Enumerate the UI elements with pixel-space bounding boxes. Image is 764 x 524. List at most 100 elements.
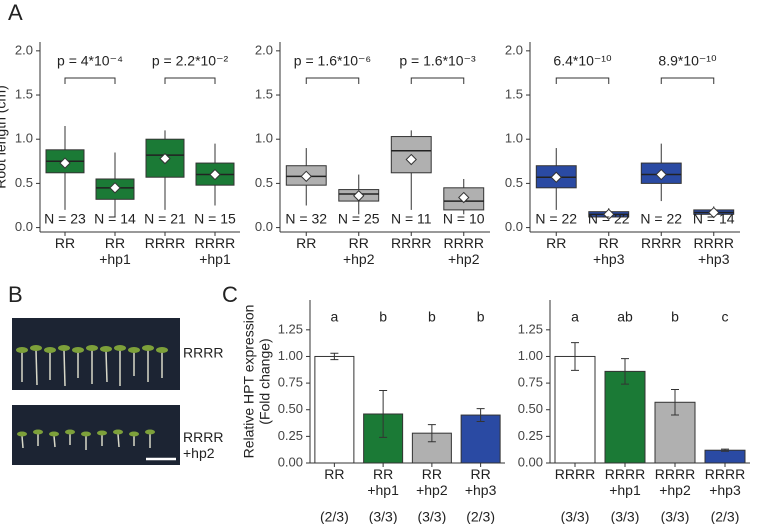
n-label: N = 15 [194, 211, 236, 227]
bar [460, 414, 501, 464]
error-bar [571, 342, 579, 371]
replicate-label: (3/3) [611, 509, 640, 524]
x-tick-label: RRRR [641, 235, 681, 251]
replicate-label: (2/3) [320, 509, 349, 524]
replicate-label: (2/3) [711, 509, 740, 524]
n-label: N = 10 [443, 211, 485, 227]
y-tick-label: 1.0 [505, 131, 523, 146]
bar [554, 355, 596, 464]
mean-marker [550, 171, 562, 183]
mean-marker [59, 157, 71, 169]
x-tick-label: RR [55, 235, 75, 251]
mean-marker [300, 170, 312, 183]
comparison-bracket [660, 77, 715, 84]
y-tick-label: 2.0 [15, 42, 33, 57]
y-tick-label: 0.75 [278, 375, 303, 390]
y-tick-label: 0.25 [518, 428, 543, 443]
y-tick-label: 1.25 [518, 321, 543, 336]
replicate-label: (3/3) [661, 509, 690, 524]
significance-letter: a [330, 309, 338, 325]
y-tick-label: 1.5 [255, 86, 273, 101]
panel-label: A [8, 0, 23, 25]
x-tick-label: RRRR +hp2 [444, 235, 484, 267]
comparison-label: p = 1.6*10⁻³ [399, 53, 476, 69]
y-tick-label: 0.50 [278, 401, 303, 416]
y-tick-label: 1.5 [15, 86, 33, 101]
photo-label: RRRR +hp2 [183, 429, 223, 461]
comparison-bracket [164, 77, 216, 84]
mean-marker [655, 168, 667, 181]
n-label: N = 25 [338, 211, 380, 227]
panel-label: B [8, 282, 23, 307]
x-tick-label: RRRR [145, 235, 185, 251]
error-bar [379, 390, 388, 438]
comparison-label: 8.9*10⁻¹⁰ [658, 53, 717, 69]
x-tick-label: RRRR +hp1 [195, 235, 235, 267]
x-tick-label: RRRR [555, 466, 595, 482]
mean-marker [109, 182, 121, 194]
y-tick-label: 0.00 [518, 454, 543, 469]
n-label: N = 22 [535, 211, 577, 227]
mean-marker [708, 206, 720, 219]
y-tick-label: 0.5 [15, 175, 33, 190]
y-tick-label: 1.25 [278, 321, 303, 336]
error-bar [476, 408, 485, 422]
significance-letter: b [379, 309, 387, 325]
significance-letter: a [571, 309, 579, 325]
x-tick-label: RR +hp1 [367, 466, 399, 498]
y-tick-label: 1.00 [278, 348, 303, 363]
comparison-label: 6.4*10⁻¹⁰ [553, 53, 612, 69]
mean-marker [458, 191, 470, 204]
x-tick-label: RR [324, 466, 344, 482]
n-label: N = 14 [94, 211, 136, 227]
error-bar [330, 352, 339, 361]
n-label: N = 22 [640, 211, 682, 227]
n-label: N = 32 [285, 211, 327, 227]
x-tick-label: RR +hp1 [99, 235, 131, 267]
comparison-label: p = 2.2*10⁻² [152, 53, 229, 69]
error-bar [721, 448, 729, 452]
y-tick-label: 0.5 [505, 175, 523, 190]
photo [12, 318, 180, 465]
x-tick-label: RRRR [391, 235, 431, 251]
error-bar [671, 388, 679, 416]
mean-marker [209, 168, 221, 181]
x-tick-label: RRRR +hp2 [655, 466, 695, 498]
error-bar [427, 424, 436, 443]
mean-marker [159, 152, 171, 165]
bar [704, 449, 746, 464]
x-tick-label: RR +hp3 [593, 235, 625, 267]
bar [314, 355, 355, 464]
y-tick-label: 0.75 [518, 375, 543, 390]
significance-letter: ab [617, 309, 633, 325]
replicate-label: (3/3) [369, 509, 398, 524]
significance-letter: b [671, 309, 679, 325]
n-label: N = 22 [588, 211, 630, 227]
replicate-label: (3/3) [561, 509, 590, 524]
x-tick-label: RR +hp2 [416, 466, 448, 498]
mean-marker [603, 208, 615, 221]
comparison-bracket [410, 77, 465, 84]
significance-letter: b [428, 309, 436, 325]
y-tick-label: 2.0 [255, 42, 273, 57]
n-label: N = 14 [693, 211, 735, 227]
comparison-label: p = 4*10⁻⁴ [57, 53, 123, 69]
n-label: N = 21 [144, 211, 186, 227]
y-tick-label: 2.0 [505, 42, 523, 57]
replicate-label: (2/3) [466, 509, 495, 524]
x-tick-label: RR +hp2 [343, 235, 375, 267]
y-tick-label: 0.0 [505, 219, 523, 234]
photo-label: RRRR [183, 345, 223, 361]
y-tick-label: 0.25 [278, 428, 303, 443]
y-tick-label: 0.5 [255, 175, 273, 190]
mean-marker [405, 153, 417, 166]
y-tick-label: 0.50 [518, 401, 543, 416]
comparison-label: p = 1.6*10⁻⁶ [294, 53, 371, 69]
x-tick-label: RRRR +hp1 [605, 466, 645, 498]
y-axis-label: Root length (cm) [0, 85, 9, 188]
significance-letter: b [477, 309, 485, 325]
n-label: N = 23 [44, 211, 86, 227]
comparison-bracket [64, 77, 116, 84]
y-tick-label: 0.0 [255, 219, 273, 234]
